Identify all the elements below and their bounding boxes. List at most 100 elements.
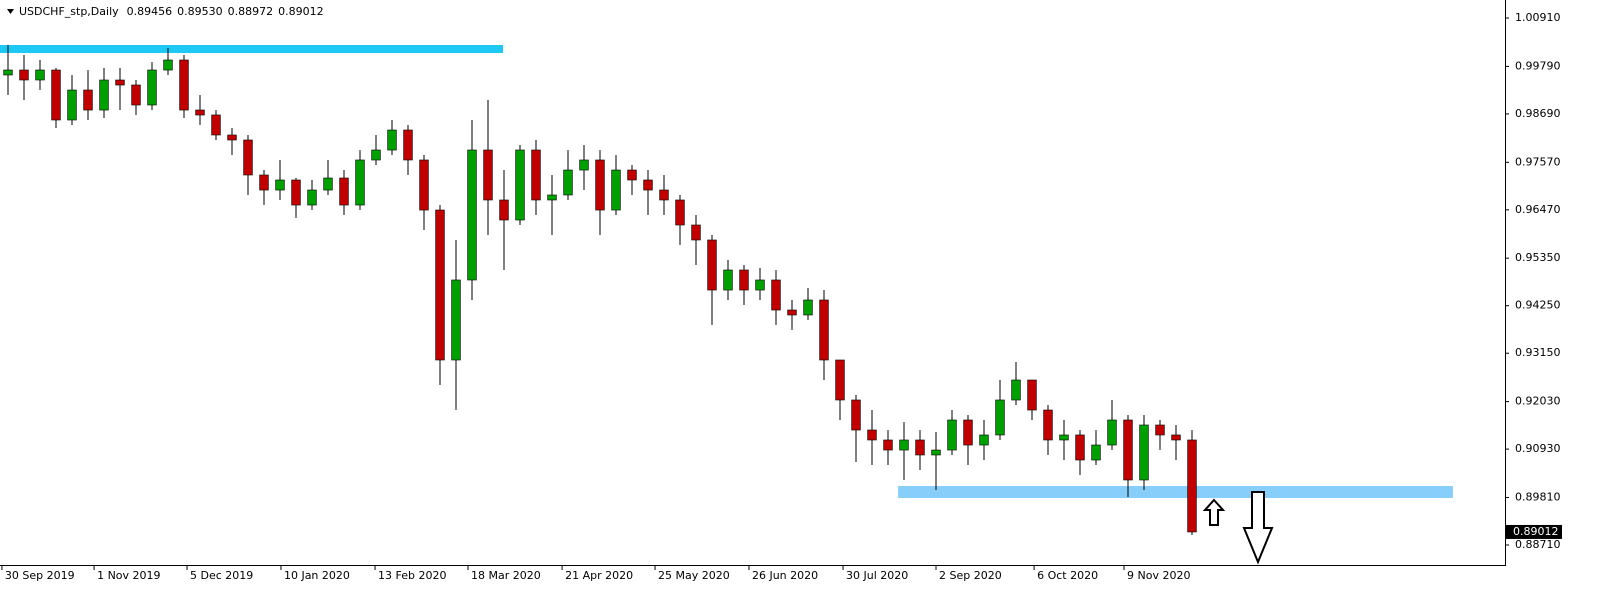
candle-body [403, 129, 413, 161]
candle-body [291, 179, 301, 206]
up-arrow [1202, 498, 1226, 526]
candle-body [355, 159, 365, 206]
candle-body [451, 279, 461, 361]
candle-body [547, 194, 557, 201]
candle-body [35, 69, 45, 81]
candle-body [835, 359, 845, 401]
x-tick-label: 2 Sep 2020 [939, 569, 1002, 582]
candle-body [307, 189, 317, 206]
candle-body [483, 149, 493, 201]
candle-body [563, 169, 573, 196]
x-tick-label: 13 Feb 2020 [378, 569, 446, 582]
candle-body [627, 169, 637, 181]
candle-body [595, 159, 605, 211]
candle-body [323, 177, 333, 191]
candle-body [803, 299, 813, 316]
candle-body [275, 179, 285, 191]
candle-body [643, 179, 653, 191]
symbol-label: USDCHF_stp,Daily [19, 5, 119, 18]
candle-body [947, 419, 957, 451]
candle-body [1171, 434, 1181, 441]
x-tick-label: 10 Jan 2020 [284, 569, 350, 582]
candle-body [1091, 444, 1101, 461]
candle-body [979, 434, 989, 446]
candle-body [995, 399, 1005, 436]
candle-body [1123, 419, 1133, 481]
y-tick-label: 1.00910 [1515, 11, 1561, 24]
y-tick-label: 0.88710 [1515, 538, 1561, 551]
candle-body [915, 439, 925, 456]
y-tick-label: 0.95350 [1515, 251, 1561, 264]
candle-body [531, 149, 541, 201]
candle-body [691, 224, 701, 241]
y-tick-label: 0.94250 [1515, 299, 1561, 312]
price-zone [0, 45, 504, 54]
candle-body [659, 189, 669, 201]
candle-body [387, 129, 397, 151]
candle-body [227, 134, 237, 141]
candle-body [739, 269, 749, 291]
candle-body [243, 139, 253, 176]
candle-body [819, 299, 829, 361]
candle-body [435, 209, 445, 361]
candle-body [179, 59, 189, 111]
candle-body [19, 69, 29, 81]
candle-body [147, 69, 157, 106]
x-tick-label: 5 Dec 2019 [190, 569, 253, 582]
x-tick-label: 6 Oct 2020 [1037, 569, 1098, 582]
candle-body [51, 69, 61, 121]
candle-body [163, 59, 173, 71]
candle-body [1107, 419, 1117, 446]
candle-body [259, 174, 269, 191]
candle-body [787, 309, 797, 316]
y-tick-label: 0.98690 [1515, 107, 1561, 120]
candle-body [67, 89, 77, 121]
x-tick-label: 25 May 2020 [658, 569, 730, 582]
candle-body [1075, 434, 1085, 461]
candle-body [755, 279, 765, 291]
candle-body [419, 159, 429, 211]
menu-triangle [7, 9, 14, 14]
current-price-label: 0.89012 [1513, 525, 1559, 538]
candle-body [931, 449, 941, 456]
down-arrow [1242, 491, 1274, 565]
candle-body [1027, 379, 1037, 411]
candle-body [771, 279, 781, 311]
y-tick-label: 0.99790 [1515, 59, 1561, 72]
y-tick-label: 0.97570 [1515, 155, 1561, 168]
price-label-box [1506, 524, 1562, 539]
candle-body [1155, 424, 1165, 436]
y-tick-label: 0.96470 [1515, 203, 1561, 216]
candle-body [867, 429, 877, 441]
x-tick-label: 9 Nov 2020 [1127, 569, 1190, 582]
header-value: 0.89456 [127, 5, 173, 18]
x-tick-label: 18 Mar 2020 [471, 569, 541, 582]
x-tick-label: 30 Sep 2019 [5, 569, 75, 582]
header-value: 0.89530 [177, 5, 223, 18]
y-tick-label: 0.90930 [1515, 442, 1561, 455]
candle-body [1139, 424, 1149, 481]
y-tick-label: 0.93150 [1515, 346, 1561, 359]
candle-body [211, 114, 221, 136]
candle-body [467, 149, 477, 281]
candle-body [339, 177, 349, 206]
candle-body [99, 79, 109, 111]
y-tick-label: 0.92030 [1515, 395, 1561, 408]
candle-body [195, 109, 205, 116]
x-tick-label: 1 Nov 2019 [97, 569, 160, 582]
candle-body [1043, 409, 1053, 441]
candle-body [83, 89, 93, 111]
candle-body [115, 79, 125, 86]
x-tick-label: 26 Jun 2020 [752, 569, 818, 582]
candle-body [499, 199, 509, 221]
header-value: 0.89012 [278, 5, 324, 18]
x-tick-label: 30 Jul 2020 [846, 569, 908, 582]
candle-body [579, 159, 589, 171]
candle-body [675, 199, 685, 226]
candle-body [611, 169, 621, 211]
candle-body [3, 69, 13, 76]
candle-body [1059, 434, 1069, 441]
candle-body [131, 84, 141, 106]
